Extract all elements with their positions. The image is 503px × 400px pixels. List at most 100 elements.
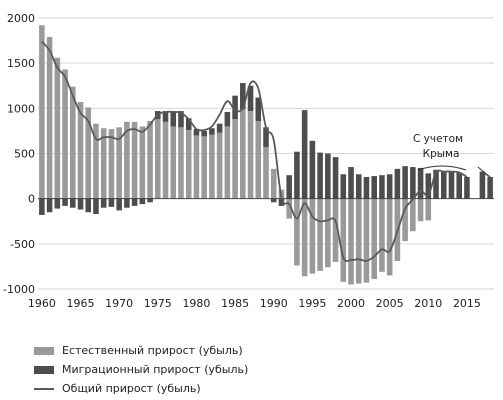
bar-natural (147, 120, 153, 199)
bar-migration (371, 176, 377, 199)
bar-natural (410, 198, 416, 232)
y-tick-label: 500 (14, 148, 35, 161)
bar-migration (263, 127, 269, 148)
bar-natural (39, 25, 45, 199)
x-tick-label: 1990 (260, 297, 288, 310)
bar-migration (240, 83, 246, 110)
bar-natural (201, 136, 207, 199)
total-line (41, 40, 491, 262)
bar-migration (77, 198, 84, 210)
bar-natural (93, 123, 99, 199)
bar-natural (325, 198, 331, 268)
bar-migration (355, 174, 362, 199)
x-tick-label: 1960 (28, 297, 56, 310)
legend-item-migration: Миграционный прирост (убыль) (34, 361, 248, 378)
bar-natural (155, 119, 161, 199)
x-axis: 1960 1965 1970 1975 1980 1985 1990 1995 2000 2005… (28, 297, 481, 310)
bar-migration (448, 171, 455, 199)
bar-natural (170, 126, 177, 199)
bar-migration (209, 128, 215, 135)
bar-natural (309, 198, 316, 274)
bar-migration (108, 198, 115, 207)
bar-migration (286, 175, 292, 199)
x-tick-label: 2010 (414, 297, 442, 310)
bar-migration (62, 198, 68, 206)
bar-migration (417, 167, 424, 199)
bar-natural (240, 109, 246, 199)
annotation-arrow (477, 166, 487, 175)
bar-migration (216, 123, 223, 133)
bar-natural (417, 198, 424, 222)
bar-natural (193, 135, 200, 199)
legend-swatch-total (34, 387, 54, 390)
bar-migration (178, 111, 184, 128)
bar-migration (131, 198, 138, 206)
legend-item-natural: Естественный прирост (убыль) (34, 342, 248, 359)
x-tick-label: 1965 (67, 297, 95, 310)
bar-migration (456, 172, 463, 199)
bar-natural (371, 198, 377, 280)
bar-migration (201, 130, 207, 137)
bar-natural (216, 132, 223, 199)
bar-migration (487, 176, 493, 199)
y-tick-label: 1000 (7, 102, 35, 115)
legend: Естественный прирост (убыль) Миграционны… (34, 342, 248, 399)
bar-migration (402, 166, 408, 199)
bar-natural (131, 121, 138, 199)
bar-natural (54, 57, 61, 199)
bar-migration (317, 152, 323, 199)
series-total-line (41, 40, 468, 262)
bar-natural (85, 107, 92, 199)
bar-migration (147, 198, 153, 203)
legend-label-total: Общий прирост (убыль) (62, 382, 201, 395)
legend-item-total: Общий прирост (убыль) (34, 380, 248, 397)
bars (39, 25, 493, 285)
bar-natural (62, 69, 68, 199)
bar-migration (270, 198, 277, 203)
y-tick-label: 0 (28, 193, 35, 206)
bar-migration (440, 171, 447, 199)
bar-natural (402, 198, 408, 242)
bar-natural (77, 102, 84, 199)
bar-migration (46, 198, 53, 213)
bar-migration (54, 198, 61, 209)
bar-migration (410, 167, 416, 199)
bar-migration (309, 140, 316, 199)
annotation-group: С учетом Крыма (413, 133, 487, 175)
bar-migration (170, 111, 177, 127)
bar-natural (386, 198, 393, 276)
x-tick-label: 2005 (376, 297, 404, 310)
x-tick-label: 1980 (182, 297, 210, 310)
bar-migration (386, 174, 393, 199)
bar-natural (270, 168, 277, 199)
bar-natural (224, 126, 231, 199)
bar-natural (232, 119, 238, 199)
bar-migration (39, 198, 45, 215)
bar-natural (116, 127, 122, 199)
bar-migration (93, 198, 99, 215)
bar-natural (69, 86, 76, 199)
bar-natural (379, 198, 385, 272)
y-tick-label: -500 (10, 238, 35, 251)
bar-migration (294, 151, 300, 199)
bar-natural (301, 198, 308, 277)
bar-migration (479, 171, 486, 199)
bar-migration (124, 198, 130, 208)
bar-natural (294, 198, 300, 266)
x-tick-label: 1975 (144, 297, 172, 310)
bar-natural (255, 120, 262, 199)
bar-migration (301, 110, 308, 199)
bar-natural (209, 134, 215, 199)
bar-natural (162, 121, 169, 199)
bar-migration (255, 97, 262, 121)
bar-natural (332, 198, 339, 262)
bar-natural (286, 198, 292, 219)
bar-migration (425, 173, 432, 199)
annotation-line-1: С учетом (413, 133, 463, 145)
legend-label-natural: Естественный прирост (убыль) (62, 344, 243, 357)
bar-migration (69, 198, 76, 208)
y-tick-label: -1000 (3, 283, 35, 296)
bar-migration (224, 111, 231, 127)
bar-migration (193, 129, 200, 136)
bar-natural (185, 130, 192, 199)
